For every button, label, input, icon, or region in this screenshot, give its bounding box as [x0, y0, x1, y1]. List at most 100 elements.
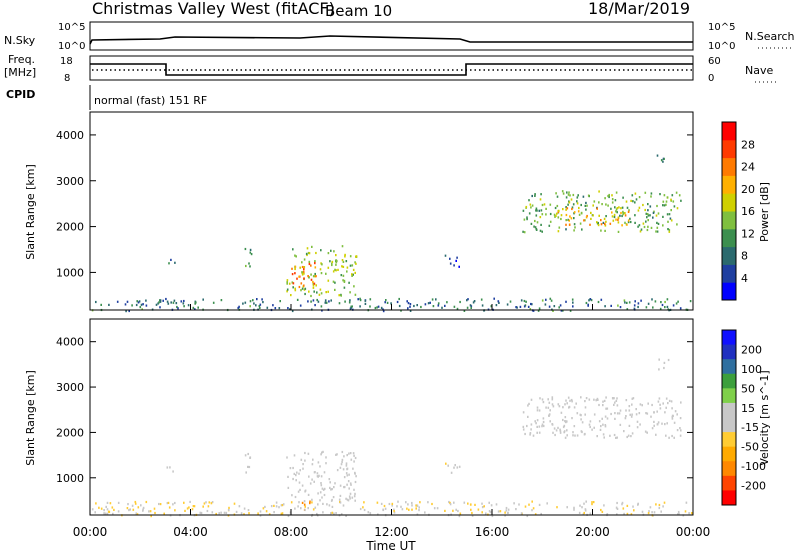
- heatmap-cell: [573, 508, 575, 511]
- heatmap-cell: [310, 278, 313, 281]
- heatmap-cell: [409, 303, 412, 306]
- heatmap-cell: [597, 300, 600, 304]
- heatmap-cell: [505, 509, 508, 512]
- heatmap-cell: [663, 501, 666, 504]
- heatmap-cell: [391, 502, 394, 505]
- heatmap-cell: [600, 229, 602, 232]
- heatmap-cell: [542, 424, 545, 428]
- heatmap-cell: [587, 303, 589, 306]
- heatmap-cell: [573, 223, 576, 226]
- heatmap-cell: [243, 507, 246, 510]
- heatmap-cell: [340, 463, 343, 466]
- heatmap-cell: [312, 299, 315, 302]
- heatmap-cell: [661, 303, 664, 307]
- heatmap-cell: [166, 466, 169, 469]
- heatmap-cell: [634, 221, 636, 224]
- heatmap-cell: [335, 453, 337, 456]
- heatmap-cell: [650, 415, 652, 418]
- heatmap-cell: [674, 410, 677, 413]
- heatmap-cell: [576, 412, 579, 415]
- heatmap-cell: [312, 275, 315, 278]
- heatmap-cell: [212, 301, 215, 304]
- y-tick-label: 1000: [56, 266, 84, 279]
- heatmap-cell: [298, 285, 301, 289]
- heatmap-cell: [662, 215, 664, 218]
- heatmap-cell: [172, 470, 174, 473]
- heatmap-cell: [312, 280, 314, 284]
- heatmap-cell: [342, 468, 345, 471]
- heatmap-cell: [645, 212, 648, 215]
- heatmap-cell: [128, 309, 130, 313]
- heatmap-cell: [655, 433, 657, 436]
- heatmap-cell: [485, 512, 487, 515]
- heatmap-cell: [602, 404, 604, 407]
- heatmap-cell: [139, 306, 142, 309]
- heatmap-cell: [170, 258, 172, 261]
- heatmap-cell: [177, 307, 179, 310]
- heatmap-cell: [578, 511, 581, 514]
- heatmap-cell: [576, 200, 578, 203]
- heatmap-cell: [587, 194, 590, 197]
- freq-tick-bottom: 8: [64, 73, 70, 84]
- heatmap-cell: [506, 303, 509, 306]
- beam-title: Beam 10: [325, 2, 392, 20]
- heatmap-cell: [557, 230, 560, 233]
- heatmap-cell: [408, 508, 410, 511]
- heatmap-cell: [314, 304, 316, 307]
- heatmap-cell: [317, 300, 320, 303]
- colorbar-tick-label: 100: [741, 363, 762, 376]
- heatmap-cell: [311, 463, 314, 466]
- heatmap-cell: [579, 504, 581, 507]
- colorbar-tick-label: 200: [741, 343, 762, 356]
- heatmap-cell: [571, 298, 574, 301]
- heatmap-cell: [586, 214, 588, 218]
- heatmap-cell: [242, 302, 244, 305]
- colorbar-swatch: [722, 359, 736, 375]
- heatmap-cell: [591, 501, 593, 504]
- heatmap-cell: [280, 504, 283, 507]
- heatmap-cell: [357, 298, 359, 301]
- heatmap-cell: [656, 410, 658, 413]
- heatmap-cell: [637, 305, 639, 309]
- heatmap-cell: [584, 508, 587, 511]
- heatmap-cell: [327, 279, 330, 282]
- heatmap-cell: [308, 290, 310, 293]
- station-title: Christmas Valley West (fitACF): [92, 0, 335, 18]
- heatmap-cell: [657, 212, 660, 215]
- heatmap-cell: [313, 480, 315, 483]
- heatmap-cell: [645, 412, 647, 415]
- heatmap-cell: [652, 211, 655, 214]
- heatmap-cell: [308, 260, 311, 263]
- heatmap-cell: [471, 514, 474, 517]
- heatmap-cell: [629, 220, 632, 224]
- heatmap-cell: [324, 299, 327, 302]
- heatmap-cell: [405, 501, 407, 504]
- heatmap-cell: [335, 269, 337, 272]
- heatmap-cell: [676, 429, 679, 432]
- heatmap-cell: [647, 225, 649, 228]
- heatmap-cell: [354, 271, 356, 274]
- velocity-cbar-label: Velocity [m s^-1]: [758, 370, 771, 465]
- heatmap-cell: [569, 309, 572, 312]
- heatmap-cell: [616, 513, 618, 516]
- heatmap-cell: [499, 510, 502, 513]
- heatmap-cell: [455, 259, 457, 262]
- colorbar-swatch: [722, 446, 736, 462]
- heatmap-cell: [622, 210, 624, 213]
- heatmap-cell: [184, 509, 186, 512]
- heatmap-cell: [345, 464, 348, 467]
- heatmap-cell: [675, 302, 678, 305]
- heatmap-cell: [623, 512, 625, 515]
- heatmap-cell: [677, 510, 680, 514]
- heatmap-cell: [332, 280, 335, 283]
- heatmap-cell: [348, 473, 350, 476]
- heatmap-cell: [531, 509, 533, 512]
- heatmap-cell: [138, 300, 141, 303]
- heatmap-cell: [342, 504, 345, 507]
- heatmap-cell: [300, 282, 303, 285]
- heatmap-cell: [444, 304, 446, 307]
- heatmap-cell: [576, 202, 579, 205]
- heatmap-cell: [342, 265, 345, 268]
- heatmap-cell: [673, 436, 675, 439]
- heatmap-cell: [658, 506, 661, 510]
